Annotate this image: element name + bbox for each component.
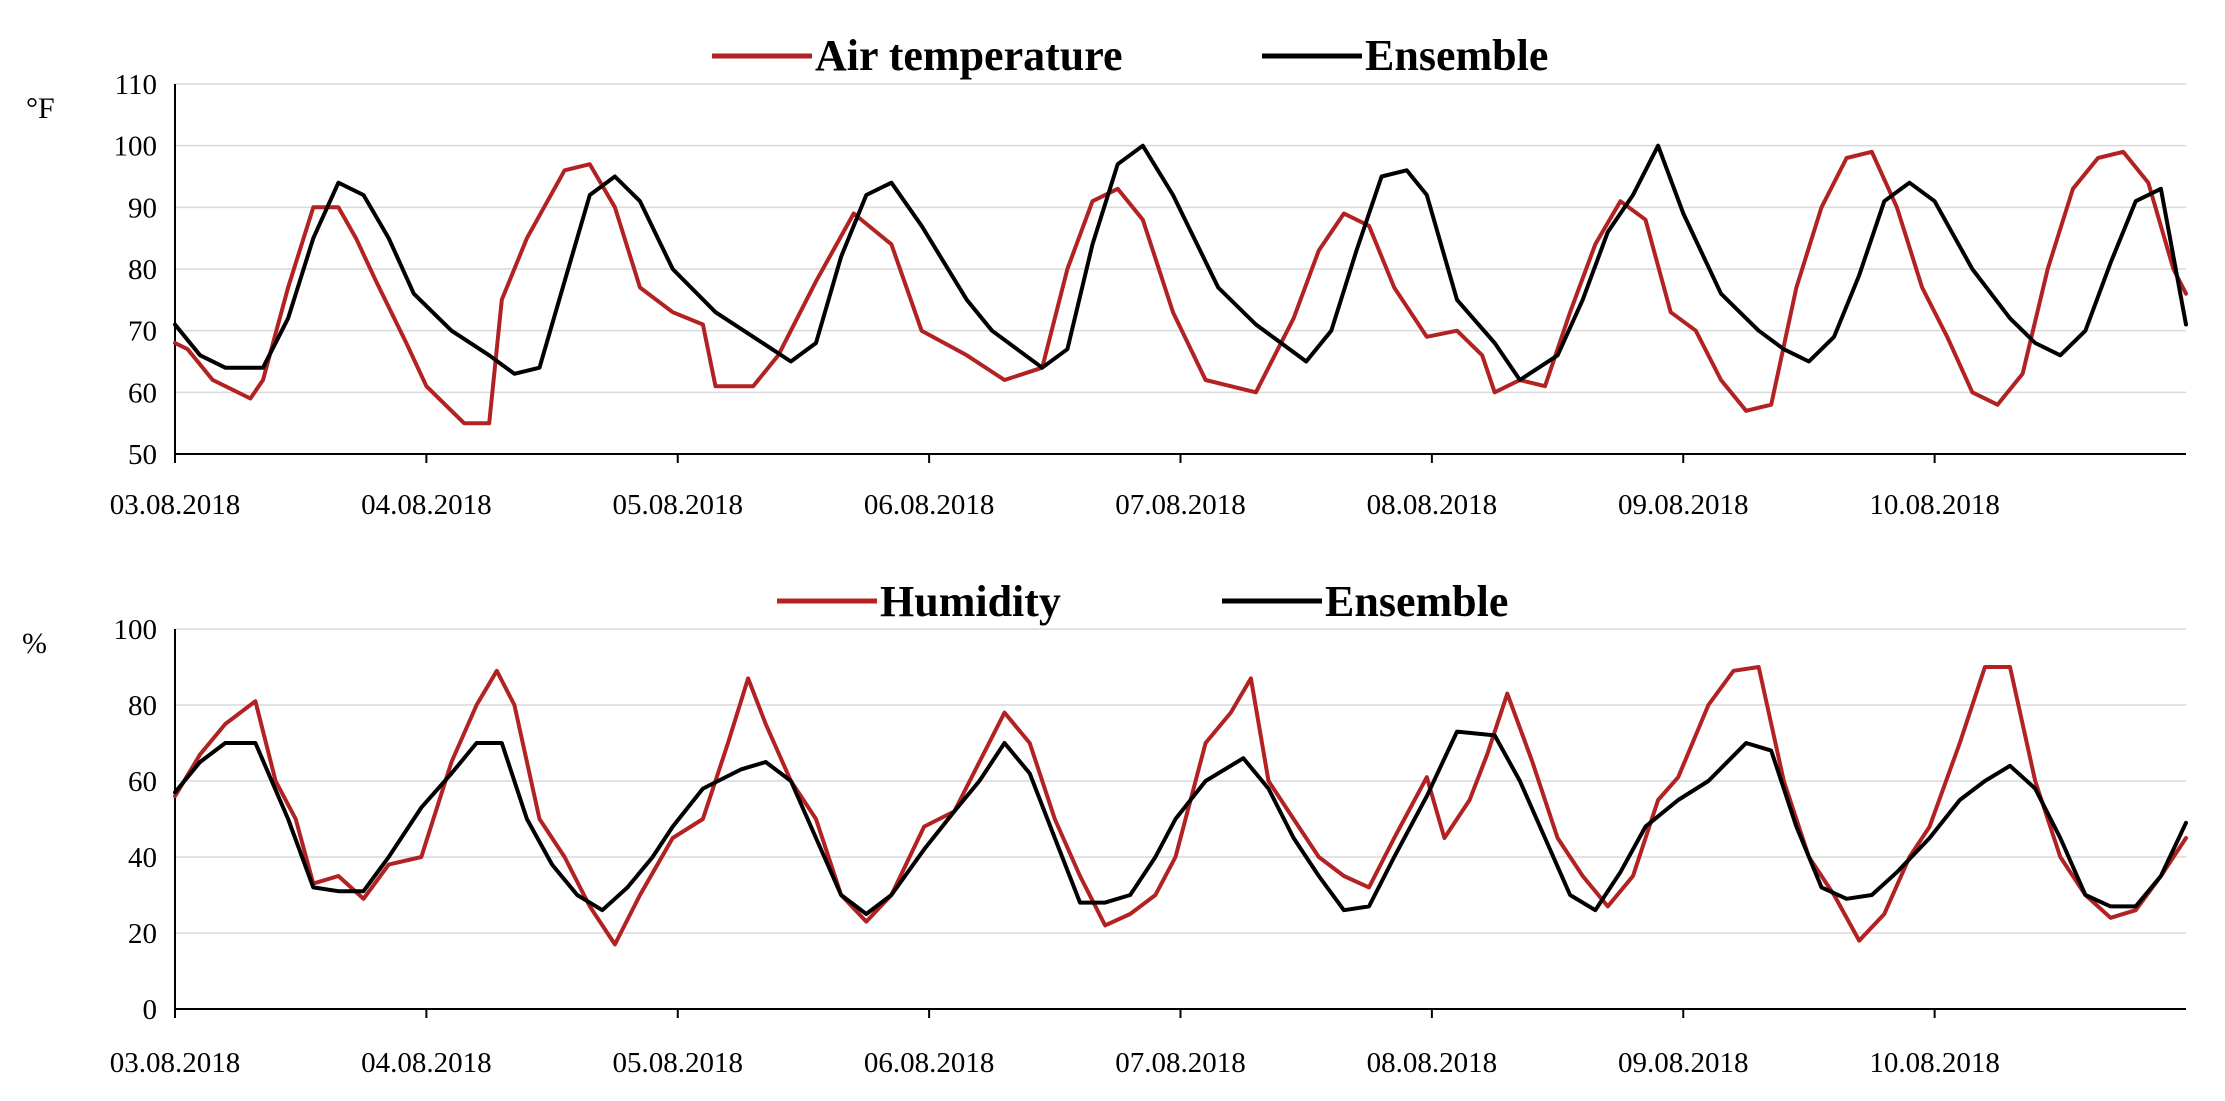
humidity-y-tick-label: 20 (128, 918, 157, 950)
humidity-x-tick-label: 06.08.2018 (864, 1047, 995, 1079)
legend-label-air-temperature: Air temperature (815, 31, 1122, 80)
temperature-x-tick-label: 08.08.2018 (1367, 489, 1498, 521)
legend-label-ensemble-2: Ensemble (1325, 577, 1508, 626)
temperature-y-tick-label: 110 (115, 69, 157, 101)
humidity-y-unit-label: % (22, 627, 47, 660)
temperature-x-tick-labels: 03.08.2018 04.08.2018 05.08.2018 06.08.2018… (110, 454, 2000, 521)
temperature-x-tick-label: 06.08.2018 (864, 489, 995, 521)
humidity-series-line-humidity (173, 665, 2188, 947)
temperature-x-tick-label: 03.08.2018 (110, 489, 241, 521)
temperature-y-tick-label: 60 (128, 377, 157, 409)
temperature-x-tick-label: 05.08.2018 (613, 489, 744, 521)
temperature-x-tick-label: 10.08.2018 (1869, 489, 2000, 521)
humidity-x-tick-label: 09.08.2018 (1618, 1047, 1749, 1079)
humidity-y-tick-label: 80 (128, 690, 157, 722)
humidity-y-tick-label: 60 (128, 766, 157, 798)
humidity-y-tick-labels: 0 20 40 60 80 100 (114, 614, 158, 1026)
temperature-legend: Air temperature Ensemble (712, 31, 1548, 80)
humidity-x-tick-label: 05.08.2018 (613, 1047, 744, 1079)
legend-label-humidity: Humidity (880, 577, 1061, 626)
humidity-x-tick-label: 04.08.2018 (361, 1047, 492, 1079)
humidity-series-line-ensemble (173, 729, 2188, 916)
humidity-x-tick-label: 08.08.2018 (1367, 1047, 1498, 1079)
temperature-series-line-ensemble (173, 143, 2188, 382)
humidity-x-tick-label: 10.08.2018 (1869, 1047, 2000, 1079)
humidity-legend: Humidity Ensemble (777, 577, 1508, 626)
temperature-y-tick-label: 70 (128, 316, 157, 348)
humidity-series (173, 665, 2188, 947)
temperature-y-tick-labels: 50 60 70 80 90 100 110 (114, 69, 158, 471)
humidity-y-tick-label: 100 (114, 614, 158, 646)
temperature-x-tick-label: 07.08.2018 (1115, 489, 1246, 521)
humidity-x-tick-label: 03.08.2018 (110, 1047, 241, 1079)
temperature-y-tick-label: 50 (128, 439, 157, 471)
humidity-x-tick-label: 07.08.2018 (1115, 1047, 1246, 1079)
temperature-y-unit-label: °F (26, 92, 55, 125)
temperature-x-tick-label: 04.08.2018 (361, 489, 492, 521)
temperature-y-tick-label: 100 (114, 131, 158, 163)
temperature-gridlines (175, 83, 2186, 394)
temperature-y-tick-label: 80 (128, 254, 157, 286)
humidity-gridlines (175, 628, 2186, 934)
temperature-x-tick-label: 09.08.2018 (1618, 489, 1749, 521)
temperature-series-line-air-temperature (173, 149, 2188, 426)
humidity-y-tick-label: 40 (128, 842, 157, 874)
temperature-series (173, 143, 2188, 426)
humidity-x-tick-labels: 03.08.2018 04.08.2018 05.08.2018 06.08.2018… (110, 1009, 2000, 1079)
humidity-y-tick-label: 0 (143, 994, 158, 1026)
legend-label-ensemble: Ensemble (1365, 31, 1548, 80)
temperature-y-tick-label: 90 (128, 192, 157, 224)
humidity-chart: 0 20 40 60 80 100 03.08.2018 04.08.2018 05.08.2… (22, 577, 2188, 1079)
temperature-chart: 50 60 70 80 90 100 110 03.08.2018 04.08.2018 05.… (26, 31, 2188, 521)
